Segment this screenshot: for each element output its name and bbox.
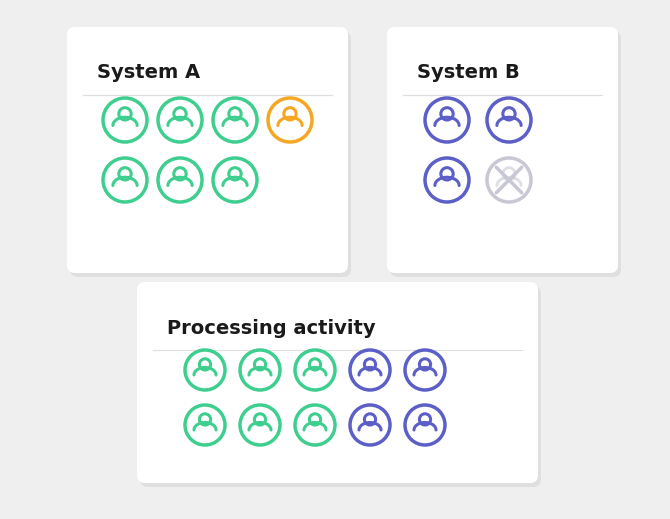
Circle shape xyxy=(229,107,241,120)
Circle shape xyxy=(213,98,257,142)
Circle shape xyxy=(350,350,390,390)
Circle shape xyxy=(350,405,390,445)
Circle shape xyxy=(295,350,335,390)
Circle shape xyxy=(229,168,241,180)
Text: System B: System B xyxy=(417,63,520,83)
Circle shape xyxy=(103,98,147,142)
Circle shape xyxy=(200,359,210,370)
Circle shape xyxy=(487,98,531,142)
Circle shape xyxy=(419,414,431,425)
Circle shape xyxy=(119,168,131,180)
FancyBboxPatch shape xyxy=(70,31,351,277)
Circle shape xyxy=(119,107,131,120)
Circle shape xyxy=(425,158,469,202)
Circle shape xyxy=(158,98,202,142)
Circle shape xyxy=(425,98,469,142)
Circle shape xyxy=(405,350,445,390)
FancyBboxPatch shape xyxy=(140,286,541,487)
Circle shape xyxy=(174,107,186,120)
Circle shape xyxy=(213,158,257,202)
Circle shape xyxy=(103,158,147,202)
Circle shape xyxy=(240,350,280,390)
Circle shape xyxy=(200,414,210,425)
Circle shape xyxy=(185,405,225,445)
Circle shape xyxy=(174,168,186,180)
Circle shape xyxy=(441,107,453,120)
Circle shape xyxy=(503,168,515,180)
Circle shape xyxy=(364,359,376,370)
Circle shape xyxy=(268,98,312,142)
FancyBboxPatch shape xyxy=(387,27,618,273)
Circle shape xyxy=(255,414,265,425)
Circle shape xyxy=(295,405,335,445)
Circle shape xyxy=(310,359,321,370)
FancyBboxPatch shape xyxy=(137,282,538,483)
Text: System A: System A xyxy=(97,63,200,83)
Circle shape xyxy=(441,168,453,180)
Circle shape xyxy=(158,158,202,202)
Circle shape xyxy=(503,107,515,120)
Text: Processing activity: Processing activity xyxy=(167,319,376,337)
Circle shape xyxy=(405,405,445,445)
FancyBboxPatch shape xyxy=(390,31,621,277)
Circle shape xyxy=(185,350,225,390)
Circle shape xyxy=(310,414,321,425)
Circle shape xyxy=(284,107,296,120)
Circle shape xyxy=(255,359,265,370)
Circle shape xyxy=(487,158,531,202)
Circle shape xyxy=(240,405,280,445)
FancyBboxPatch shape xyxy=(67,27,348,273)
Circle shape xyxy=(364,414,376,425)
Circle shape xyxy=(419,359,431,370)
